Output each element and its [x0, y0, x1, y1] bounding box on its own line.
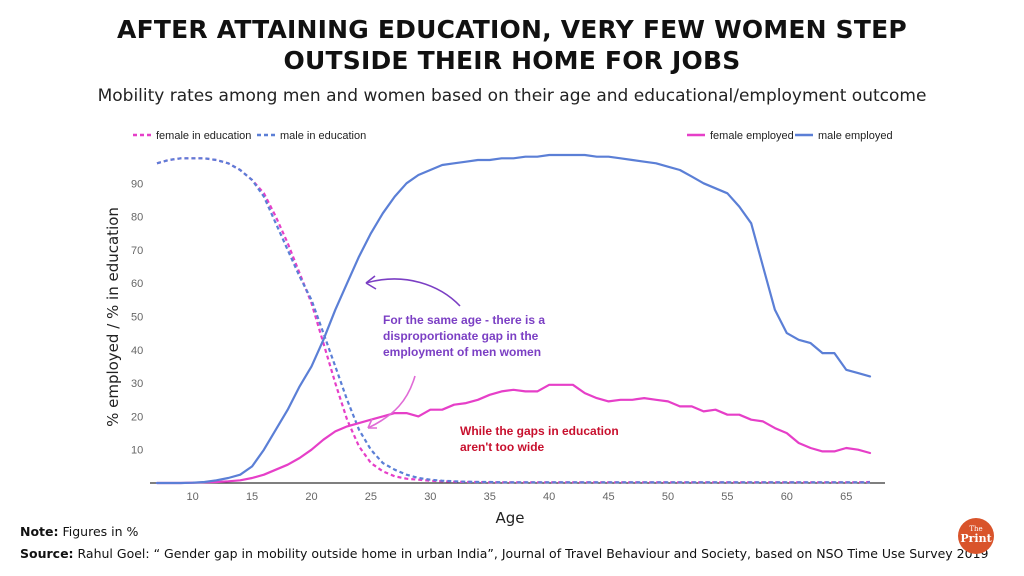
x-tick-label: 25 [365, 491, 377, 503]
footer-note: Note: Figures in % [20, 524, 138, 539]
annotation-purple-line: employment of men women [383, 345, 541, 359]
annotation-arrow-pink [367, 375, 416, 429]
note-text: Figures in % [58, 524, 139, 539]
y-tick-label: 50 [131, 312, 143, 324]
logo-the: The [969, 525, 983, 533]
x-tick-label: 20 [305, 491, 317, 503]
chart-title-line1: AFTER ATTAINING EDUCATION, VERY FEW WOME… [117, 15, 907, 44]
y-tick-label: 40 [131, 345, 143, 357]
annotation-purple-line: For the same age - there is a [383, 313, 545, 327]
annotation-arrowhead-purple [365, 275, 377, 290]
logo-print: Print [960, 532, 992, 545]
annotation-arrow-purple [365, 278, 461, 307]
source-text: Rahul Goel: “ Gender gap in mobility out… [73, 546, 989, 561]
series-line-male-employed [155, 153, 872, 485]
y-tick-label: 60 [131, 278, 143, 290]
annotation-red-line: aren't too wide [460, 440, 545, 454]
x-tick-label: 10 [187, 491, 199, 503]
x-tick-label: 40 [543, 491, 555, 503]
annotation-arrowhead-pink [367, 418, 377, 429]
series-line-female-employed [155, 383, 872, 485]
y-tick-label: 80 [131, 212, 143, 224]
x-axis-label: Age [495, 509, 524, 527]
x-tick-label: 35 [484, 491, 496, 503]
legend-label-female-employed: female employed [710, 130, 794, 142]
chart-subtitle: Mobility rates among men and women based… [97, 86, 927, 106]
series-line-male-in-education [156, 157, 870, 484]
y-axis-label: % employed / % in education [104, 207, 122, 427]
note-label: Note: [20, 524, 59, 539]
x-tick-label: 65 [840, 491, 852, 503]
y-tick-label: 10 [131, 445, 143, 457]
legend-label-male-employed: male employed [818, 130, 893, 142]
y-tick-label: 20 [131, 411, 143, 423]
y-tick-label: 90 [131, 178, 143, 190]
legend-label-male-in-education: male in education [280, 130, 366, 142]
annotation-purple-line: disproportionate gap in the [383, 329, 539, 343]
legend-label-female-in-education: female in education [156, 130, 251, 142]
theprint-logo: The Print [958, 518, 994, 554]
chart-title-line2: OUTSIDE THEIR HOME FOR JOBS [283, 46, 741, 75]
annotation-red-line: While the gaps in education [460, 424, 619, 438]
x-tick-label: 50 [662, 491, 674, 503]
footer-source: Source: Rahul Goel: “ Gender gap in mobi… [20, 546, 988, 561]
y-tick-label: 30 [131, 378, 143, 390]
y-tick-label: 70 [131, 245, 143, 257]
x-tick-label: 55 [721, 491, 733, 503]
x-tick-label: 60 [781, 491, 793, 503]
x-tick-label: 15 [246, 491, 258, 503]
x-tick-label: 45 [602, 491, 614, 503]
x-tick-label: 30 [424, 491, 436, 503]
source-label: Source: [20, 546, 74, 561]
